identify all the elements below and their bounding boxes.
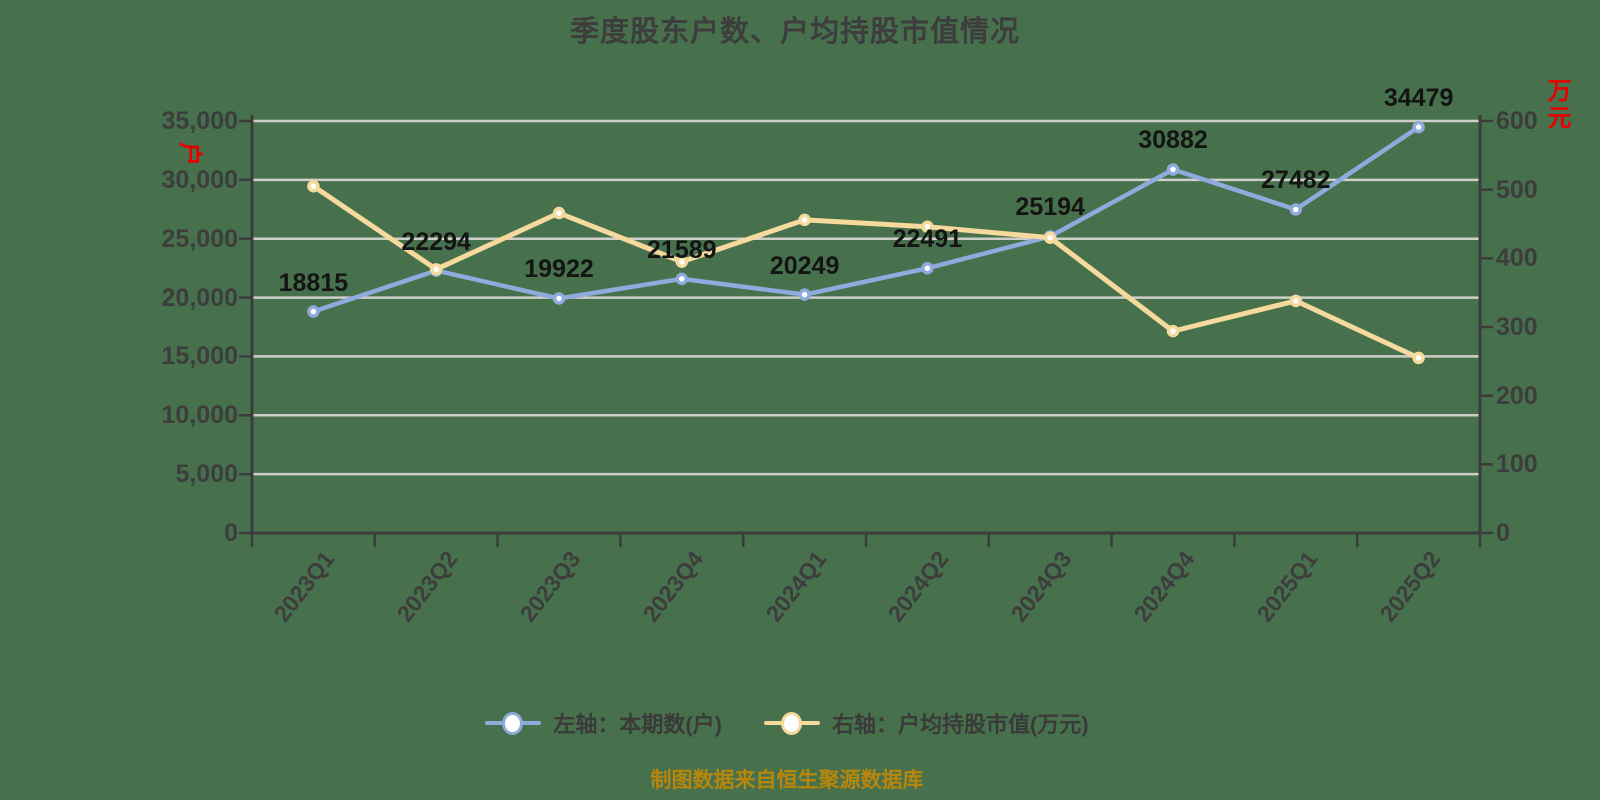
data-point-value-label: 27482 xyxy=(1261,166,1331,195)
data-point-value-label: 25194 xyxy=(1015,193,1085,222)
data-point-2023Q3[interactable] xyxy=(552,206,566,220)
data-point-2025Q1[interactable] xyxy=(1289,294,1303,308)
data-point-2025Q2[interactable] xyxy=(1412,351,1425,365)
legend-item-avg-holding-value[interactable]: 右轴：户均持股市值(万元) xyxy=(764,707,1089,739)
data-point-2024Q2[interactable] xyxy=(921,261,934,275)
data-point-2023Q1[interactable] xyxy=(307,179,320,193)
data-point-2025Q2[interactable] xyxy=(1412,120,1425,134)
right-axis-unit-label: 万元 xyxy=(1543,78,1570,132)
data-point-2023Q2[interactable] xyxy=(429,263,443,276)
data-point-value-label: 30882 xyxy=(1138,126,1208,155)
line-circle-marker-icon xyxy=(764,711,820,735)
left-axis-unit-label: 户 xyxy=(176,142,203,166)
left-axis-tick-label: 0 xyxy=(224,519,238,547)
legend-circle xyxy=(502,712,524,735)
left-axis-tick-label: 25,000 xyxy=(161,224,238,253)
data-point-2024Q4[interactable] xyxy=(1166,324,1180,338)
data-point-value-label: 21589 xyxy=(647,235,717,264)
right-axis-tick-label: 0 xyxy=(1496,519,1510,547)
line-circle-marker-icon xyxy=(485,711,542,735)
data-point-value-label: 19922 xyxy=(524,255,594,284)
series-line-left xyxy=(311,124,1421,314)
left-axis-tick-label: 30,000 xyxy=(161,165,238,194)
data-point-2024Q4[interactable] xyxy=(1166,163,1180,176)
data-point-2024Q3[interactable] xyxy=(1043,231,1057,244)
right-axis-tick-label: 100 xyxy=(1496,450,1538,479)
data-point-2025Q1[interactable] xyxy=(1289,203,1303,216)
data-point-value-label: 22491 xyxy=(892,225,963,254)
data-point-value-label: 20249 xyxy=(769,251,840,280)
data-point-2024Q1[interactable] xyxy=(798,288,811,301)
left-axis-tick-label: 15,000 xyxy=(161,342,238,371)
data-point-2023Q4[interactable] xyxy=(675,272,689,286)
legend-circle xyxy=(781,712,802,735)
legend-label: 左轴：本期数(户) xyxy=(553,712,722,737)
data-point-value-label: 18815 xyxy=(278,268,349,297)
left-axis-tick-label: 10,000 xyxy=(161,401,238,430)
data-point-2023Q1[interactable] xyxy=(307,305,320,318)
left-axis-tick-label: 20,000 xyxy=(161,283,238,312)
data-point-2024Q1[interactable] xyxy=(798,213,811,227)
data-point-2023Q3[interactable] xyxy=(552,292,566,305)
right-axis-tick-label: 400 xyxy=(1496,244,1538,273)
right-axis-tick-label: 500 xyxy=(1496,175,1538,204)
source-note: 制图数据来自恒生聚源数据库 xyxy=(650,769,924,792)
legend-label: 右轴：户均持股市值(万元) xyxy=(832,712,1089,737)
legend-item-shareholder-count[interactable]: 左轴：本期数(户) xyxy=(485,707,722,739)
legend: 左轴：本期数(户) 右轴：户均持股市值(万元) xyxy=(0,707,1587,739)
data-point-value-label: 34479 xyxy=(1383,84,1454,113)
data-point-2023Q4[interactable] xyxy=(675,255,689,269)
data-point-2024Q2[interactable] xyxy=(921,220,934,233)
data-point-value-label: 22294 xyxy=(401,227,471,256)
right-axis-tick-label: 200 xyxy=(1496,381,1538,410)
left-axis-tick-label: 5,000 xyxy=(175,460,238,489)
chart-title: 季度股东户数、户均持股市值情况 xyxy=(569,16,1020,48)
left-axis-tick-label: 35,000 xyxy=(161,107,238,135)
right-axis-tick-label: 600 xyxy=(1496,107,1538,135)
series-line-right xyxy=(310,183,1422,361)
right-axis-tick-label: 300 xyxy=(1496,313,1538,341)
